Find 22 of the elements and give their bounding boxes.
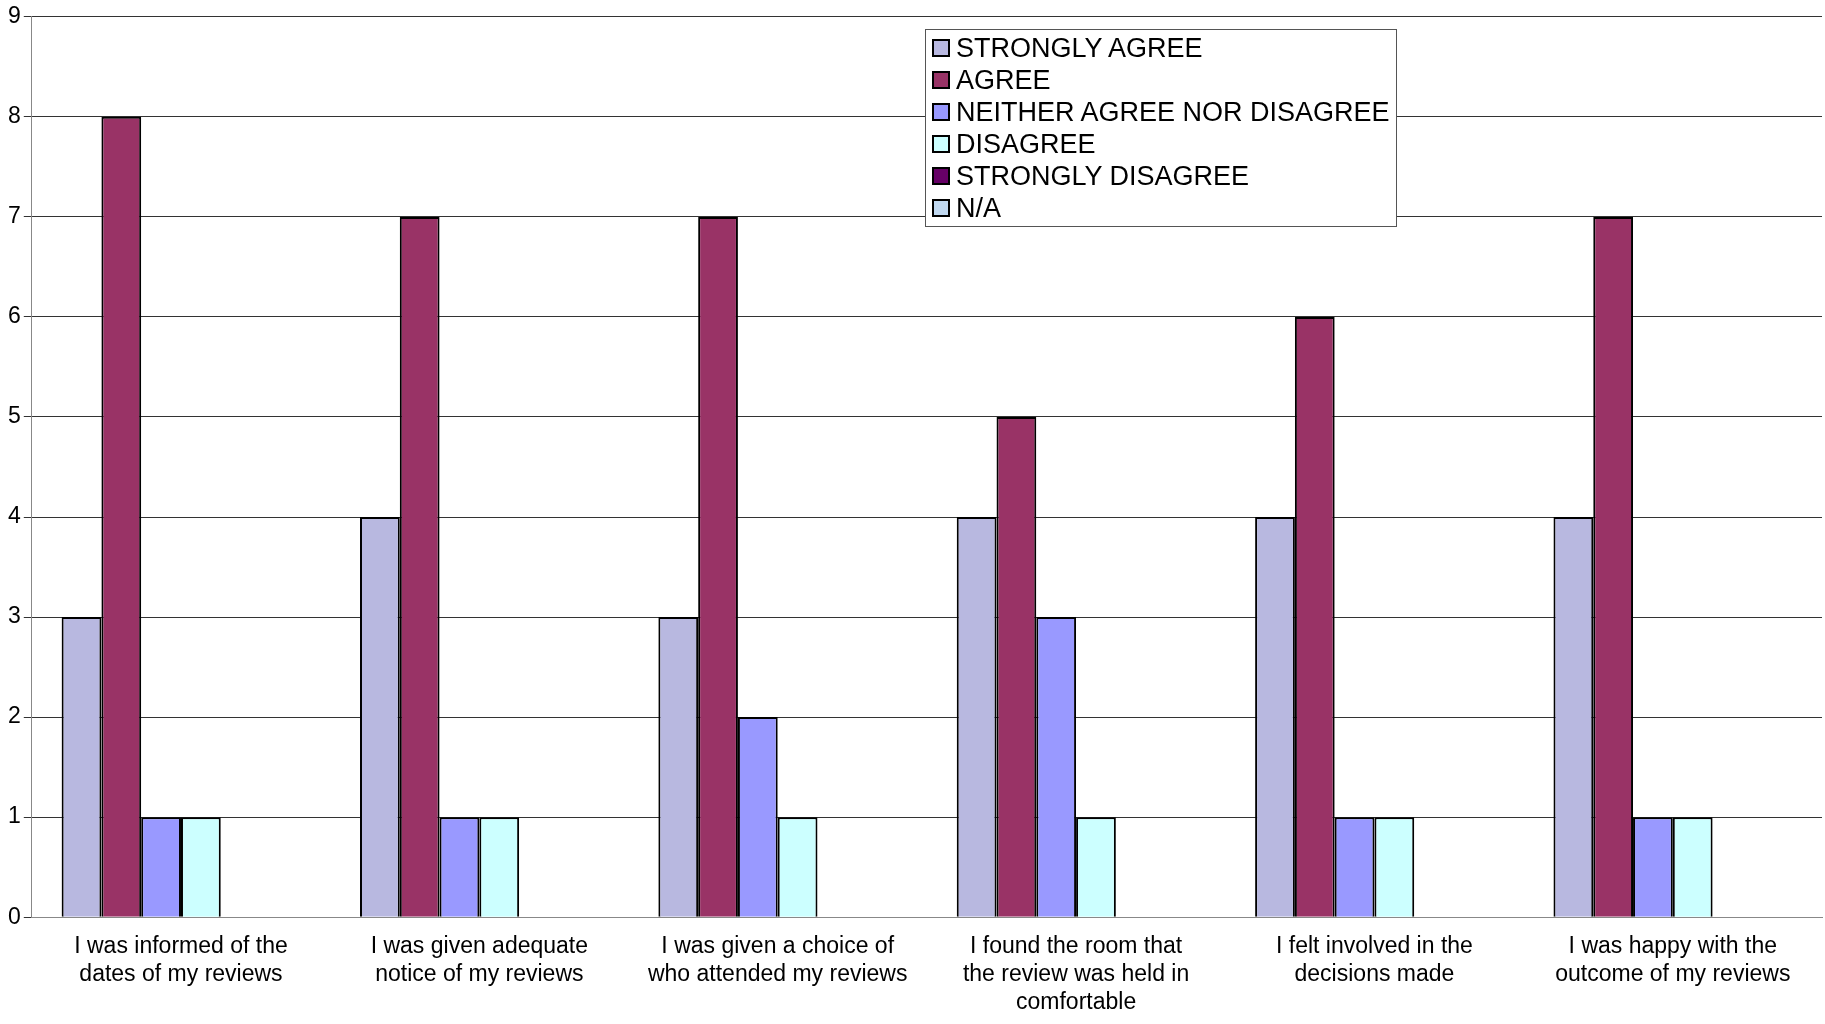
y-tick-label: 6 — [7, 302, 21, 329]
y-tick-label: 9 — [7, 2, 21, 29]
legend-label: STRONGLY AGREE — [956, 32, 1203, 64]
legend-label: NEITHER AGREE NOR DISAGREE — [956, 96, 1390, 128]
y-tick-label: 8 — [7, 102, 21, 129]
y-tick-label: 2 — [7, 702, 21, 729]
x-tick-label: I was informed of the dates of my reviews — [74, 932, 288, 986]
legend-label: N/A — [956, 192, 1002, 224]
x-tick-label: I was given adequate notice of my reviews — [370, 932, 589, 986]
x-tick-label: I was given a choice of who attended my reviews — [646, 932, 908, 986]
legend-label: STRONGLY DISAGREE — [956, 160, 1250, 192]
y-tick-label: 0 — [7, 902, 21, 929]
x-tick-label: I was happy with the outcome of my reviews — [1555, 932, 1791, 986]
x-tick-label: I found the room that the review was held in comfortable — [962, 932, 1190, 1014]
legend-label: AGREE — [956, 64, 1051, 96]
y-tick-label: 5 — [7, 402, 21, 429]
y-tick-label: 1 — [7, 802, 21, 829]
x-tick-label: I felt involved in the decisions made — [1275, 932, 1473, 986]
legend-label: DISAGREE — [956, 128, 1096, 160]
y-tick-label: 3 — [7, 602, 21, 629]
y-tick-label: 4 — [7, 502, 21, 529]
y-tick-label: 7 — [7, 202, 21, 229]
